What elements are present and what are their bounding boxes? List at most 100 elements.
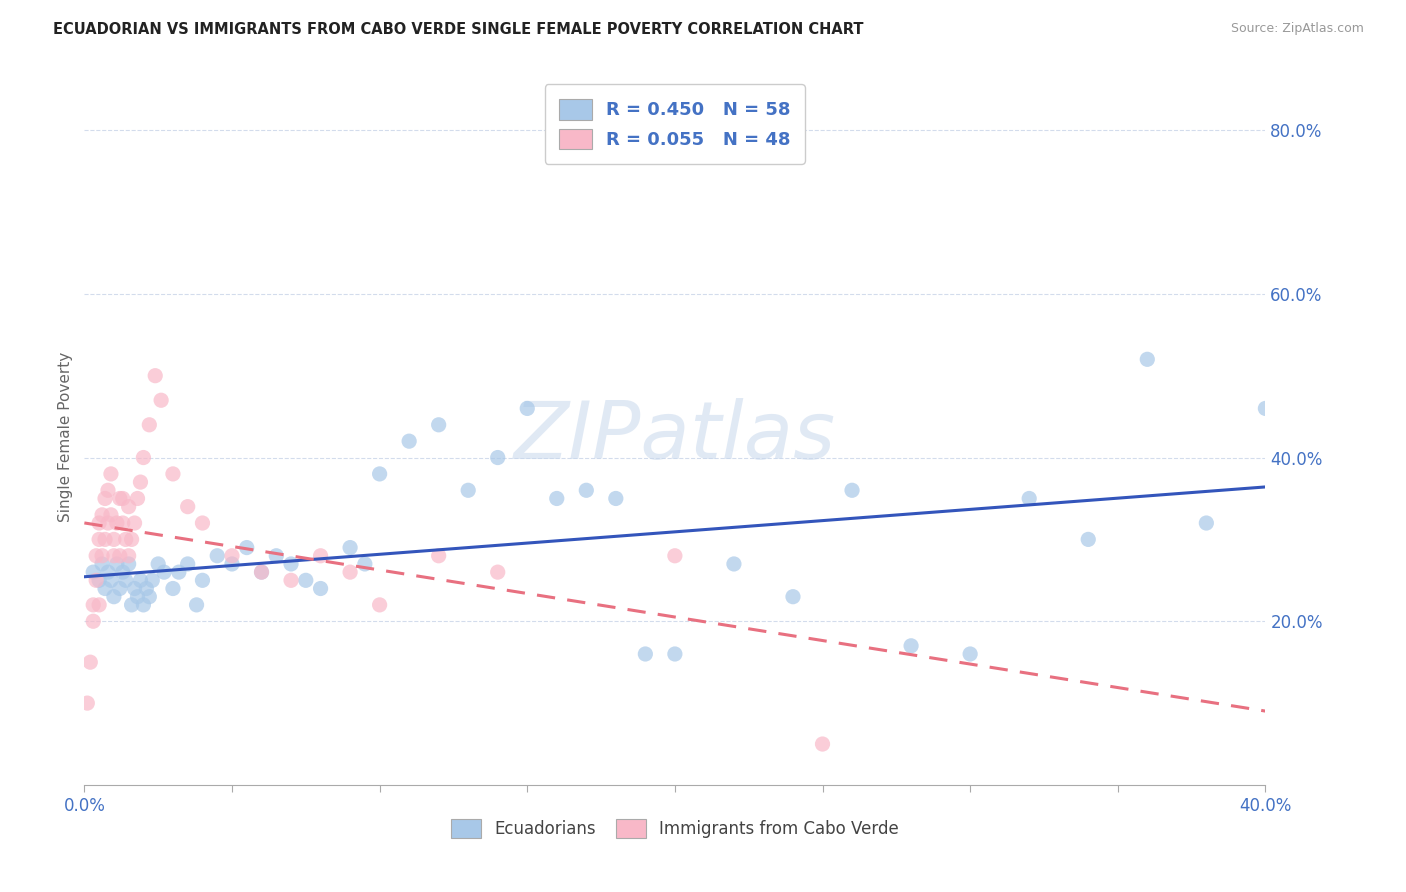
Point — [1254, 401, 1277, 416]
Point — [118, 549, 141, 563]
Point — [811, 737, 834, 751]
Point — [295, 574, 318, 588]
Point — [457, 483, 479, 498]
Point — [82, 614, 104, 628]
Point — [339, 541, 361, 555]
Point — [87, 574, 111, 588]
Point — [79, 655, 101, 669]
Point — [84, 574, 107, 588]
Point — [162, 467, 184, 481]
Point — [91, 549, 114, 563]
Point — [100, 574, 122, 588]
Point — [111, 565, 134, 579]
Point — [207, 549, 229, 563]
Point — [121, 598, 143, 612]
Point — [339, 565, 361, 579]
Point — [250, 565, 273, 579]
Point — [108, 582, 131, 596]
Point — [221, 549, 243, 563]
Point — [1077, 533, 1099, 547]
Point — [782, 590, 804, 604]
Point — [368, 598, 391, 612]
Point — [186, 598, 208, 612]
Point — [124, 582, 146, 596]
Point — [575, 483, 598, 498]
Point — [121, 533, 143, 547]
Point — [236, 541, 259, 555]
Point — [103, 590, 125, 604]
Point — [76, 696, 98, 710]
Point — [91, 508, 114, 522]
Point — [1018, 491, 1040, 506]
Point — [221, 557, 243, 571]
Point — [191, 574, 214, 588]
Point — [97, 565, 120, 579]
Text: ZIPatlas: ZIPatlas — [513, 398, 837, 476]
Point — [143, 368, 166, 383]
Point — [132, 450, 155, 465]
Point — [111, 516, 134, 530]
Point — [87, 516, 111, 530]
Point — [84, 549, 107, 563]
Point — [309, 549, 332, 563]
Point — [124, 516, 146, 530]
Point — [723, 557, 745, 571]
Y-axis label: Single Female Poverty: Single Female Poverty — [58, 352, 73, 522]
Point — [103, 549, 125, 563]
Point — [87, 533, 111, 547]
Point — [94, 491, 117, 506]
Point — [138, 590, 160, 604]
Point — [94, 533, 117, 547]
Point — [959, 647, 981, 661]
Text: ECUADORIAN VS IMMIGRANTS FROM CABO VERDE SINGLE FEMALE POVERTY CORRELATION CHART: ECUADORIAN VS IMMIGRANTS FROM CABO VERDE… — [53, 22, 863, 37]
Point — [634, 647, 657, 661]
Point — [114, 533, 136, 547]
Point — [900, 639, 922, 653]
Point — [82, 598, 104, 612]
Point — [486, 450, 509, 465]
Point — [91, 557, 114, 571]
Point — [177, 500, 200, 514]
Point — [427, 549, 450, 563]
Point — [516, 401, 538, 416]
Point — [427, 417, 450, 432]
Point — [191, 516, 214, 530]
Point — [280, 557, 302, 571]
Point — [118, 500, 141, 514]
Point — [664, 549, 686, 563]
Point — [546, 491, 568, 506]
Point — [280, 574, 302, 588]
Point — [97, 516, 120, 530]
Point — [127, 590, 149, 604]
Point — [486, 565, 509, 579]
Point — [105, 557, 128, 571]
Point — [94, 582, 117, 596]
Point — [135, 582, 157, 596]
Point — [100, 467, 122, 481]
Point — [108, 549, 131, 563]
Point — [129, 475, 152, 489]
Point — [87, 598, 111, 612]
Point — [103, 533, 125, 547]
Point — [368, 467, 391, 481]
Point — [266, 549, 288, 563]
Legend: Ecuadorians, Immigrants from Cabo Verde: Ecuadorians, Immigrants from Cabo Verde — [443, 810, 907, 847]
Point — [138, 417, 160, 432]
Point — [97, 483, 120, 498]
Point — [162, 582, 184, 596]
Point — [129, 574, 152, 588]
Point — [141, 574, 163, 588]
Point — [664, 647, 686, 661]
Point — [114, 574, 136, 588]
Point — [118, 557, 141, 571]
Point — [127, 491, 149, 506]
Point — [108, 491, 131, 506]
Point — [354, 557, 377, 571]
Text: Source: ZipAtlas.com: Source: ZipAtlas.com — [1230, 22, 1364, 36]
Point — [111, 491, 134, 506]
Point — [167, 565, 190, 579]
Point — [309, 582, 332, 596]
Point — [841, 483, 863, 498]
Point — [250, 565, 273, 579]
Point — [177, 557, 200, 571]
